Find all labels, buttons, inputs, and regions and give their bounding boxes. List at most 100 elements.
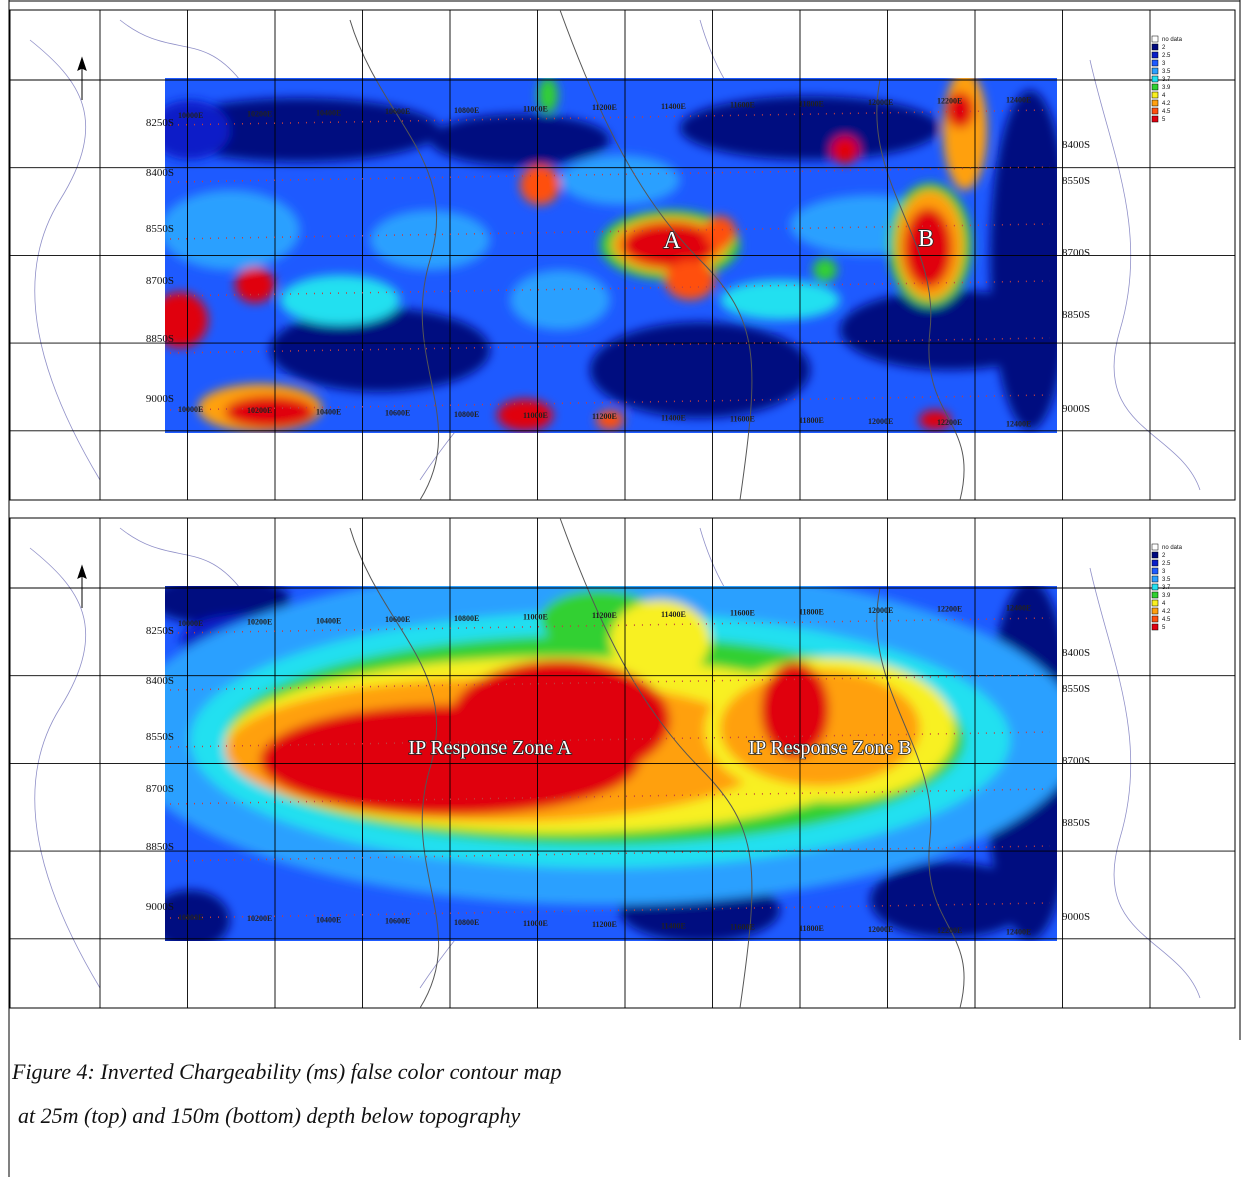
easting-label: 11600E [730, 101, 755, 110]
legend-label: 2.5 [1162, 561, 1171, 567]
easting-label: 11200E [592, 103, 617, 112]
easting-label: 11600E [730, 415, 755, 424]
northing-label: 8850S [1062, 309, 1090, 321]
anomaly [813, 258, 837, 282]
legend-label: 3.9 [1162, 593, 1171, 599]
legend-swatch [1152, 584, 1158, 590]
easting-label: 10200E [247, 914, 272, 923]
easting-label: 11400E [661, 610, 686, 619]
anomaly [430, 114, 610, 166]
easting-label: 11600E [730, 923, 755, 932]
legend-swatch [1152, 108, 1158, 114]
legend-label: 4.5 [1162, 109, 1171, 115]
easting-label: 12400E [1006, 419, 1031, 428]
easting-label: 10000E [178, 619, 203, 628]
legend-swatch [1152, 60, 1158, 66]
easting-label: 11800E [799, 416, 824, 425]
anomaly [520, 165, 560, 205]
legend-swatch [1152, 44, 1158, 50]
northing-label: 8550S [1062, 175, 1090, 187]
legend-swatch [1152, 76, 1158, 82]
northing-label: 8850S [146, 841, 174, 853]
page: {"panels": [ {"eastings_top": ["10000E",… [0, 0, 1243, 1177]
anomaly [590, 322, 810, 418]
easting-label: 12200E [937, 605, 962, 614]
easting-label: 12400E [1006, 927, 1031, 936]
northing-label: 9000S [1062, 403, 1090, 415]
easting-label: 10600E [385, 615, 410, 624]
legend-swatch [1152, 92, 1158, 98]
northing-label: 9000S [1062, 911, 1090, 923]
easting-label: 11000E [523, 919, 548, 928]
anomaly [450, 660, 670, 780]
easting-label: 10200E [247, 406, 272, 415]
legend-swatch [1152, 576, 1158, 582]
legend-swatch [1152, 68, 1158, 74]
northing-label: 8550S [146, 223, 174, 235]
legend-label: no data [1162, 37, 1183, 43]
anomaly [560, 155, 680, 205]
easting-label: 11000E [523, 105, 548, 114]
easting-label: 10200E [247, 618, 272, 627]
legend-swatch [1152, 616, 1158, 622]
easting-label: 12000E [868, 98, 893, 107]
legend-label: 2.5 [1162, 53, 1171, 59]
northing-label: 8850S [146, 333, 174, 345]
easting-label: 10600E [385, 107, 410, 116]
legend-label: 3.7 [1162, 77, 1171, 83]
easting-label: 10400E [316, 108, 341, 117]
easting-label: 12000E [868, 606, 893, 615]
legend-label: 3.9 [1162, 85, 1171, 91]
easting-label: 12200E [937, 418, 962, 427]
legend-swatch [1152, 592, 1158, 598]
legend-label: 4.2 [1162, 609, 1171, 615]
northing-label: 8400S [1062, 647, 1090, 659]
anomaly [160, 190, 300, 270]
northing-label: 9000S [146, 393, 174, 405]
anomaly [704, 216, 736, 248]
northing-label: 8700S [146, 783, 174, 795]
zone-label: A [663, 228, 681, 254]
easting-label: 10000E [178, 913, 203, 922]
legend-swatch [1152, 568, 1158, 574]
zone-label: IP Response Zone B [748, 737, 911, 759]
northing-label: 8250S [146, 625, 174, 637]
easting-label: 11800E [799, 607, 824, 616]
legend-swatch [1152, 552, 1158, 558]
legend-swatch [1152, 560, 1158, 566]
easting-label: 11400E [661, 413, 686, 422]
easting-label: 10000E [178, 111, 203, 120]
easting-label: 11200E [592, 920, 617, 929]
anomaly [510, 270, 610, 330]
northing-label: 8700S [1062, 247, 1090, 259]
legend-swatch [1152, 84, 1158, 90]
legend-label: 3.7 [1162, 585, 1171, 591]
easting-label: 11000E [523, 613, 548, 622]
legend-swatch [1152, 600, 1158, 606]
easting-label: 11400E [661, 921, 686, 930]
easting-label: 12200E [937, 926, 962, 935]
anomaly [943, 70, 987, 190]
northing-label: 8400S [146, 675, 174, 687]
northing-label: 9000S [146, 901, 174, 913]
easting-label: 10600E [385, 917, 410, 926]
easting-label: 11400E [661, 102, 686, 111]
easting-label: 10200E [247, 110, 272, 119]
northing-label: 8550S [146, 731, 174, 743]
easting-label: 11200E [592, 611, 617, 620]
easting-label: 10400E [316, 915, 341, 924]
northing-label: 8400S [1062, 139, 1090, 151]
legend-label: 3.5 [1162, 577, 1171, 583]
easting-label: 10000E [178, 405, 203, 414]
legend-swatch [1152, 52, 1158, 58]
easting-label: 11000E [523, 411, 548, 420]
easting-label: 10400E [316, 616, 341, 625]
easting-label: 11600E [730, 609, 755, 618]
legend-label: 4.5 [1162, 617, 1171, 623]
legend-swatch [1152, 608, 1158, 614]
legend-label: no data [1162, 545, 1183, 551]
easting-label: 11200E [592, 412, 617, 421]
northing-label: 8700S [146, 275, 174, 287]
caption: Figure 4: Inverted Chargeability (ms) fa… [11, 1059, 562, 1084]
